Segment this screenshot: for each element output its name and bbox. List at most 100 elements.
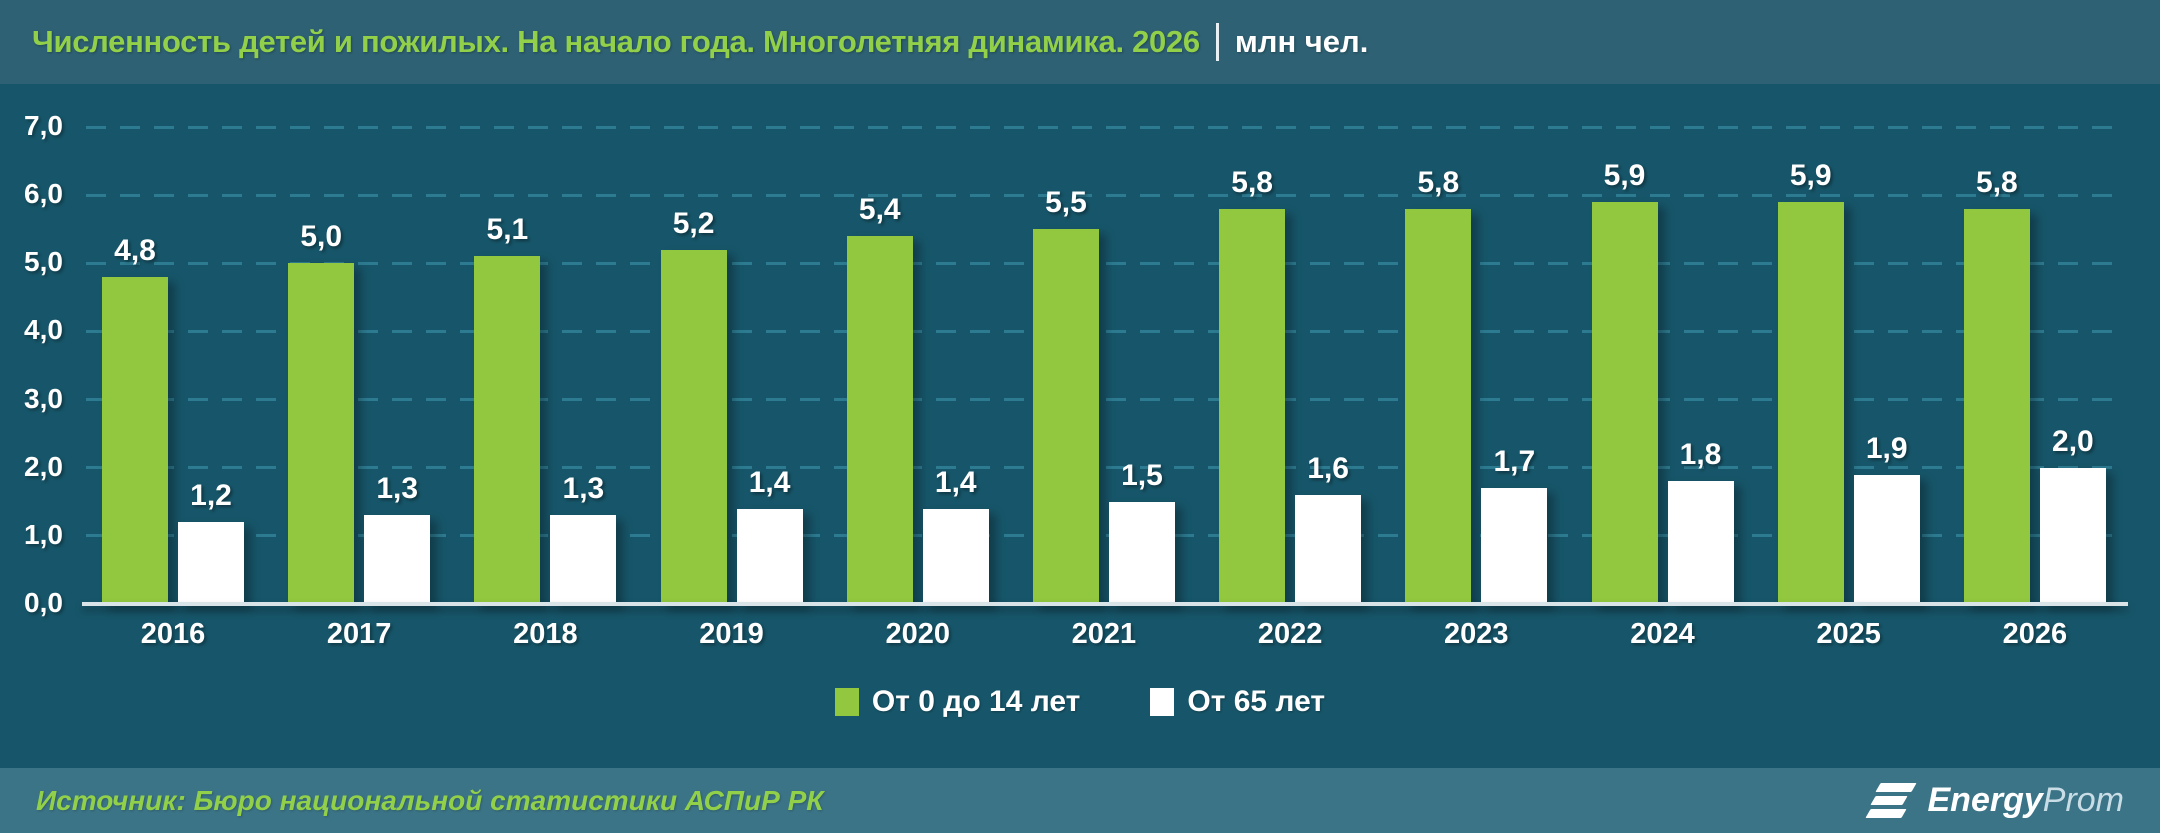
title-divider <box>1215 23 1219 61</box>
bar-column: 5,0 <box>288 220 355 604</box>
gridline-7 <box>86 125 2122 129</box>
bar-value-label: 5,8 <box>1417 165 1460 199</box>
bar-column: 5,4 <box>846 193 913 604</box>
bar-group-2019: 5,2 1,4 <box>660 207 803 604</box>
bar-group-2025: 5,9 1,9 <box>1777 159 1920 604</box>
bar-value-label: 1,9 <box>1865 431 1908 465</box>
bar-value-label: 5,8 <box>1231 165 1273 199</box>
logo-text-bold: Energy <box>1927 781 2043 819</box>
bar-value-label: 2,0 <box>2052 424 2094 458</box>
bar-column: 1,6 <box>1295 452 1362 604</box>
bar-column: 5,8 <box>1405 165 1472 604</box>
bar-group-2026: 5,8 2,0 <box>1963 165 2106 604</box>
gridline-6 <box>86 193 2122 197</box>
x-axis-label-2019: 2019 <box>699 618 764 650</box>
bar-value-label: 1,4 <box>934 465 977 499</box>
gridline-4 <box>86 329 2122 333</box>
bar-column: 5,9 <box>1591 158 1658 604</box>
bar-group-2017: 5,0 1,3 <box>288 220 431 604</box>
bar <box>1667 481 1734 604</box>
energyprom-logo: EnergyProm <box>1864 781 2124 820</box>
gridline-3 <box>86 398 2122 402</box>
bar-group-2018: 5,1 1,3 <box>474 213 617 604</box>
bar <box>1032 229 1099 604</box>
x-axis-label-2021: 2021 <box>1071 618 1137 650</box>
bar-column: 1,2 <box>178 479 244 604</box>
bar-value-label: 4,8 <box>114 233 156 267</box>
bar-group-2021: 5,5 1,5 <box>1032 186 1175 604</box>
bar <box>474 256 541 604</box>
gridline-5 <box>86 261 2122 265</box>
energyprom-logo-icon <box>1864 781 1917 820</box>
bar-column: 1,9 <box>1853 431 1920 604</box>
bar <box>922 508 989 604</box>
y-axis-label: 3,0 <box>24 382 63 414</box>
bar <box>846 236 913 604</box>
gridline-2 <box>86 466 2122 470</box>
legend-item: От 0 до 14 лет <box>834 685 1080 719</box>
x-axis-label-2023: 2023 <box>1444 618 1509 650</box>
plot-area: 4,8 1,2 5,0 1,3 5,1 1,3 5,2 1,4 5,4 1,4 5,5 1,5 5,8 1… <box>82 125 2128 606</box>
bar <box>1405 208 1472 604</box>
bar-column: 1,3 <box>550 472 617 604</box>
bar-column: 1,5 <box>1108 458 1175 604</box>
x-axis-label-2017: 2017 <box>326 618 392 650</box>
y-axis-label: 0,0 <box>24 587 63 618</box>
bar-column: 5,9 <box>1777 159 1844 604</box>
bar-column: 1,3 <box>364 472 431 604</box>
bar <box>1591 201 1658 604</box>
gridline-1 <box>86 534 2122 538</box>
bar <box>1777 201 1844 604</box>
source-text: Источник: Бюро национальной статистики А… <box>36 784 824 816</box>
y-axis-label: 4,0 <box>24 314 63 346</box>
bar-value-label: 1,5 <box>1121 458 1163 492</box>
bar-column: 1,4 <box>736 465 803 604</box>
bar-column: 5,1 <box>474 213 541 604</box>
bar <box>550 515 617 604</box>
bar <box>102 276 168 604</box>
bar-column: 5,8 <box>1963 165 2030 604</box>
bar-value-label: 1,4 <box>748 465 791 499</box>
title-band: Численность детей и пожилых. На начало г… <box>0 0 2160 84</box>
y-axis-label: 5,0 <box>24 246 63 278</box>
x-axis-line <box>82 602 2128 606</box>
x-axis-label-2022: 2022 <box>1257 618 1323 650</box>
x-axis-label-2018: 2018 <box>513 618 578 650</box>
chart-area: 4,8 1,2 5,0 1,3 5,1 1,3 5,2 1,4 5,4 1,4 5,5 1,5 5,8 1… <box>0 84 2160 768</box>
bar-column: 1,7 <box>1481 445 1548 604</box>
bar <box>364 515 431 604</box>
bar-column: 5,2 <box>660 207 727 604</box>
bar-column: 4,8 <box>102 234 168 604</box>
title-unit-label: млн чел. <box>1234 24 1369 59</box>
bar <box>736 508 803 604</box>
footer-band: Источник: Бюро национальной статистики А… <box>0 768 2160 833</box>
bar-value-label: 5,1 <box>486 213 529 247</box>
legend-item: От 65 лет <box>1150 685 1325 719</box>
bar <box>1219 208 1286 604</box>
bar <box>1853 474 1920 604</box>
bar-value-label: 1,7 <box>1493 445 1536 479</box>
legend-label: От 65 лет <box>1187 685 1326 718</box>
bar-value-label: 5,8 <box>1976 165 2018 199</box>
x-axis-label-2024: 2024 <box>1630 618 1695 650</box>
bar <box>1963 208 2030 604</box>
page-title: Численность детей и пожилых. На начало г… <box>32 24 1200 59</box>
bar-group-2024: 5,9 1,8 <box>1591 158 1734 604</box>
bar-value-label: 5,9 <box>1603 158 1646 192</box>
y-axis-labels: 7,0 6,0 5,0 4,0 3,0 2,0 1,0 0,0 <box>24 110 84 618</box>
bar-group-2022: 5,8 1,6 <box>1219 165 1362 604</box>
bar-column: 5,8 <box>1219 165 1286 604</box>
x-axis-labels: 2016 2017 2018 2019 2020 2021 2022 2023 2024 2025… <box>102 618 2106 651</box>
legend-swatch <box>1150 688 1175 716</box>
logo-text-light: Prom <box>2042 781 2124 819</box>
bar-group-2016: 4,8 1,2 <box>102 234 244 604</box>
y-axis-label: 1,0 <box>24 518 63 550</box>
bar-column: 1,4 <box>922 465 989 604</box>
bar <box>1295 494 1362 604</box>
bar-value-label: 1,3 <box>376 472 419 506</box>
x-axis-label-2020: 2020 <box>885 618 950 650</box>
x-axis-label-2025: 2025 <box>1816 618 1881 650</box>
bar <box>178 522 244 604</box>
legend: От 0 до 14 лет От 65 лет <box>0 685 2160 719</box>
